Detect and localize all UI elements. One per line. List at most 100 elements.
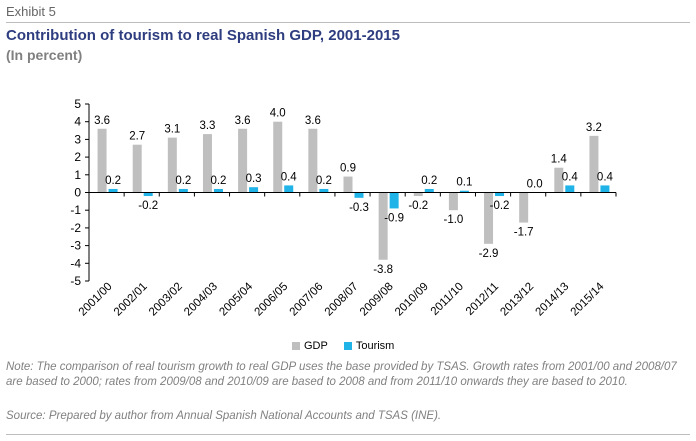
y-tick-label: 1 — [74, 168, 81, 182]
gdp-bar — [378, 192, 388, 260]
chart-legend: GDP Tourism — [292, 340, 410, 352]
gdp-data-label: -3.8 — [373, 264, 393, 276]
y-tick-label: -1 — [70, 203, 81, 217]
chart-title: Contribution of tourism to real Spanish … — [6, 27, 400, 44]
tourism-data-label: 0.2 — [210, 175, 226, 187]
gdp-bar — [484, 192, 494, 244]
gdp-data-label: 3.2 — [586, 122, 602, 134]
chart-subtitle: (In percent) — [6, 47, 83, 63]
tourism-bar — [319, 188, 329, 193]
tourism-bar — [284, 185, 294, 193]
gdp-bar — [554, 167, 564, 193]
tourism-data-label: -0.3 — [349, 202, 369, 214]
x-tick-label: 2007/06 — [288, 281, 326, 319]
gdp-data-label: -2.9 — [479, 248, 499, 260]
tourism-data-label: 0.4 — [597, 171, 614, 183]
y-tick-label: 2 — [74, 150, 81, 164]
tourism-bar — [459, 190, 469, 193]
x-tick-label: 2009/08 — [358, 281, 396, 319]
gdp-bar — [519, 192, 529, 223]
chart-note: Note: The comparison of real tourism gro… — [6, 361, 677, 388]
y-tick-label: -2 — [70, 221, 81, 235]
tourism-bar — [143, 192, 153, 197]
gdp-data-label: 3.6 — [305, 115, 321, 127]
x-tick-label: 2013/12 — [498, 281, 536, 319]
legend-item-gdp: GDP — [292, 340, 328, 352]
x-tick-label: 2011/10 — [429, 281, 466, 318]
gdp-data-label: 3.6 — [94, 115, 110, 127]
gdp-data-label: 1.4 — [551, 154, 568, 166]
exhibit-label: Exhibit 5 — [6, 4, 56, 19]
gdp-bar — [448, 192, 458, 211]
gdp-data-label: -1.7 — [514, 227, 534, 239]
gdp-bar — [97, 128, 107, 193]
gdp-data-label: -0.2 — [408, 200, 428, 212]
tourism-data-label: 0.4 — [562, 171, 579, 183]
x-tick-label: 2003/02 — [147, 281, 185, 319]
gdp-bar — [308, 128, 318, 193]
gdp-bar — [413, 192, 423, 197]
x-tick-label: 2014/13 — [534, 281, 572, 319]
y-tick-label: -5 — [70, 274, 81, 288]
tourism-bar — [249, 187, 259, 193]
gdp-bar — [273, 121, 283, 193]
tourism-bar — [389, 192, 399, 209]
tourism-bar — [213, 188, 223, 193]
tourism-data-label: 0.2 — [175, 175, 191, 187]
gdp-data-label: 3.6 — [235, 115, 251, 127]
gdp-bar — [202, 134, 212, 193]
gdp-data-label: -1.0 — [443, 214, 463, 226]
gdp-data-label: 3.3 — [199, 120, 215, 132]
x-tick-label: 2008/07 — [323, 281, 361, 319]
tourism-data-label: -0.2 — [490, 200, 510, 212]
tourism-data-label: 0.2 — [316, 175, 332, 187]
gdp-bar — [589, 135, 599, 193]
tourism-bar — [565, 185, 575, 193]
tourism-data-label: 0.2 — [421, 175, 437, 187]
gdp-bar — [343, 176, 353, 193]
y-tick-label: 0 — [74, 186, 81, 200]
y-tick-label: -3 — [70, 239, 81, 253]
gdp-bar — [132, 144, 142, 193]
y-tick-label: 3 — [74, 132, 81, 146]
gdp-bar — [167, 137, 177, 193]
tourism-bar — [354, 192, 364, 198]
x-tick-label: 2010/09 — [393, 281, 431, 319]
tourism-data-label: 0.3 — [246, 173, 262, 185]
gdp-data-label: 4.0 — [270, 108, 286, 120]
x-tick-label: 2004/03 — [182, 281, 220, 319]
legend-item-tourism: Tourism — [343, 340, 395, 352]
tourism-data-label: 0.1 — [456, 177, 472, 189]
x-tick-label: 2001/00 — [77, 281, 115, 319]
legend-label-tourism: Tourism — [355, 340, 395, 352]
legend-label-gdp: GDP — [304, 340, 328, 352]
gdp-bar — [238, 128, 248, 193]
bottom-divider — [6, 434, 690, 435]
tourism-data-label: 0.0 — [527, 179, 543, 191]
x-tick-label: 2006/05 — [252, 281, 290, 319]
tourism-bar — [108, 188, 118, 193]
tourism-data-label: 0.2 — [105, 175, 121, 187]
y-tick-label: 4 — [74, 115, 81, 129]
chart-source: Source: Prepared by author from Annual S… — [6, 410, 442, 422]
x-tick-label: 2015/14 — [569, 280, 607, 318]
x-tick-label: 2012/11 — [464, 281, 501, 318]
gdp-data-label: 2.7 — [129, 131, 145, 143]
y-tick-label: -4 — [70, 256, 81, 270]
gdp-data-label: 3.1 — [164, 124, 180, 136]
legend-swatch-tourism — [343, 342, 352, 350]
tourism-data-label: -0.2 — [138, 200, 158, 212]
tourism-bar — [424, 188, 434, 193]
tourism-data-label: -0.9 — [384, 212, 404, 224]
top-divider — [6, 22, 690, 23]
x-tick-label: 2002/01 — [112, 281, 150, 319]
tourism-bar — [178, 188, 188, 193]
y-tick-label: 5 — [74, 97, 81, 111]
tourism-data-label: 0.4 — [281, 171, 298, 183]
legend-swatch-gdp — [292, 342, 300, 350]
x-tick-label: 2005/04 — [217, 280, 255, 318]
gdp-data-label: 0.9 — [340, 163, 356, 175]
tourism-bar — [495, 192, 505, 197]
tourism-bar — [600, 185, 610, 193]
